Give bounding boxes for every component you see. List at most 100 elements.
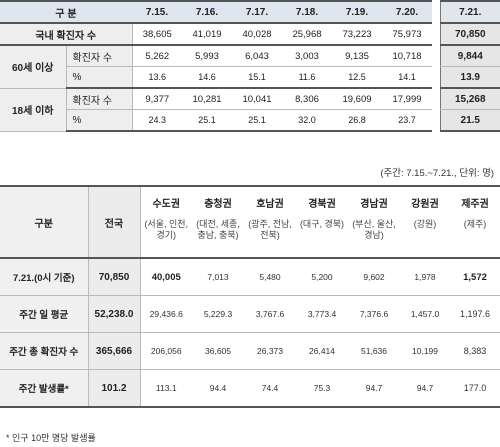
cell-value: 10,199 <box>400 332 450 370</box>
cell-value: 8,383 <box>450 332 500 370</box>
header-label: 구분 <box>0 186 89 259</box>
cell-value: 74.4 <box>244 369 296 408</box>
column-gap <box>432 88 440 110</box>
region-subtitle: (대전, 세종, 충남, 충북) <box>192 217 244 259</box>
cell-value: 38,605 <box>132 23 182 46</box>
cell-value: 3,773.4 <box>296 295 348 333</box>
cell-value: 15.1 <box>232 66 282 89</box>
cell-value: 9,377 <box>132 88 182 110</box>
region-subtitle: (서울, 인천, 경기) <box>140 217 192 259</box>
header-date: 7.17. <box>232 0 282 24</box>
table1-header-row: 구 분 7.15. 7.16. 7.17. 7.18. 7.19. 7.20. … <box>0 0 500 24</box>
header-date-latest: 7.21. <box>439 0 500 24</box>
table2-header-row: 구분 전국 수도권 충청권 호남권 경북권 경남권 강원권 제주권 <box>0 186 500 259</box>
column-gap <box>432 109 440 131</box>
cell-value: 9,135 <box>332 45 382 67</box>
sub-label: 확진자 수 <box>66 45 133 67</box>
cell-value: 32.0 <box>282 109 332 132</box>
cell-value: 25,968 <box>282 23 332 46</box>
row-label: 주간 일 평균 <box>0 295 89 333</box>
cell-value: 25.1 <box>232 109 282 132</box>
sub-label: % <box>66 109 133 132</box>
cell-value: 1,197.6 <box>450 295 500 333</box>
cell-value: 94.4 <box>192 369 244 408</box>
cell-value: 36,605 <box>192 332 244 370</box>
cell-value: 29,436.6 <box>140 295 192 333</box>
cell-value: 10,718 <box>382 45 432 67</box>
group-label: 60세 이상 <box>0 45 67 89</box>
cell-value: 40,028 <box>232 23 282 46</box>
cell-value: 7,376.6 <box>348 295 400 333</box>
unit-note: (주간: 7.15.~7.21., 단위: 명) <box>380 168 494 179</box>
under18-count-row: 18세 이하 확진자 수 9,377 10,281 10,041 8,306 1… <box>0 88 500 132</box>
cell-value: 23.7 <box>382 109 432 132</box>
cell-value: 3,767.6 <box>244 295 296 333</box>
cell-value: 5,480 <box>244 258 296 296</box>
column-gap <box>432 1 440 23</box>
domestic-row: 국내 확진자 수 38,605 41,019 40,028 25,968 73,… <box>0 23 500 46</box>
region-subtitle: (강원) <box>400 217 450 259</box>
header-region: 충청권 <box>204 198 232 210</box>
cell-value: 177.0 <box>450 369 500 408</box>
row-label: 주간 총 확진자 수 <box>0 332 89 370</box>
header-region: 경북권 <box>308 198 336 210</box>
cell-total: 52,238.0 <box>88 295 141 333</box>
header-region: 경남권 <box>360 198 388 210</box>
table-row: 주간 발생률* 101.2 113.1 94.4 74.4 75.3 94.7 … <box>0 369 500 408</box>
cell-value: 94.7 <box>400 369 450 408</box>
cell-value-latest: 21.5 <box>439 109 500 132</box>
cell-value: 1,457.0 <box>400 295 450 333</box>
cell-value: 5,229.3 <box>192 295 244 333</box>
column-gap <box>432 23 440 45</box>
column-gap <box>432 45 440 67</box>
cell-value: 13.6 <box>132 66 182 89</box>
cell-value: 7,013 <box>192 258 244 296</box>
cell-total: 365,666 <box>88 332 141 370</box>
header-date: 7.19. <box>332 0 382 24</box>
sub-label: 확진자 수 <box>66 88 133 110</box>
cell-value: 5,262 <box>132 45 182 67</box>
header-date: 7.20. <box>382 0 432 24</box>
cell-value: 113.1 <box>140 369 192 408</box>
cell-value: 12.5 <box>332 66 382 89</box>
cell-value: 51,636 <box>348 332 400 370</box>
cell-value-latest: 70,850 <box>439 23 500 46</box>
header-total: 전국 <box>88 186 141 259</box>
cell-value: 5,200 <box>296 258 348 296</box>
cell-value: 41,019 <box>182 23 232 46</box>
cell-value-latest: 9,844 <box>439 45 500 67</box>
cell-value: 8,306 <box>282 88 332 110</box>
cell-value: 206,056 <box>140 332 192 370</box>
column-gap <box>432 66 440 88</box>
cell-value: 75.3 <box>296 369 348 408</box>
cell-value: 24.3 <box>132 109 182 132</box>
under18-pct-row: % 24.3 25.1 25.1 32.0 26.8 23.7 21.5 <box>0 109 500 132</box>
sub-label: % <box>66 66 133 89</box>
header-region: 수도권 <box>152 198 181 210</box>
cell-total: 70,850 <box>88 258 141 296</box>
cell-value: 10,281 <box>182 88 232 110</box>
over60-count-row: 60세 이상 확진자 수 5,262 5,993 6,043 3,003 9,1… <box>0 45 500 89</box>
header-date: 7.16. <box>182 0 232 24</box>
footnote: * 인구 10만 명당 발생률 <box>6 433 96 443</box>
header-region: 제주권 <box>461 198 489 210</box>
cell-value: 40,005 <box>140 258 192 296</box>
cell-value: 25.1 <box>182 109 232 132</box>
cell-value: 14.1 <box>382 66 432 89</box>
cell-value: 1,572 <box>450 258 500 296</box>
table2-subheader-row: (서울, 인천, 경기) (대전, 세종, 충남, 충북) (광주, 전남, 전… <box>0 217 500 259</box>
cell-value: 11.6 <box>282 66 332 89</box>
region-subtitle: (대구, 경북) <box>296 217 348 259</box>
cell-value: 14.6 <box>182 66 232 89</box>
cell-value: 6,043 <box>232 45 282 67</box>
cell-value: 9,602 <box>348 258 400 296</box>
header-label: 구 분 <box>0 0 132 24</box>
row-label: 국내 확진자 수 <box>0 23 133 46</box>
region-subtitle: (광주, 전남, 전북) <box>244 217 296 259</box>
header-date: 7.15. <box>132 0 182 24</box>
daily-confirmed-table: 구 분 7.15. 7.16. 7.17. 7.18. 7.19. 7.20. … <box>0 0 500 132</box>
header-region: 호남권 <box>256 198 284 210</box>
cell-value: 5,993 <box>182 45 232 67</box>
cell-value-latest: 13.9 <box>439 66 500 89</box>
cell-value: 26,414 <box>296 332 348 370</box>
